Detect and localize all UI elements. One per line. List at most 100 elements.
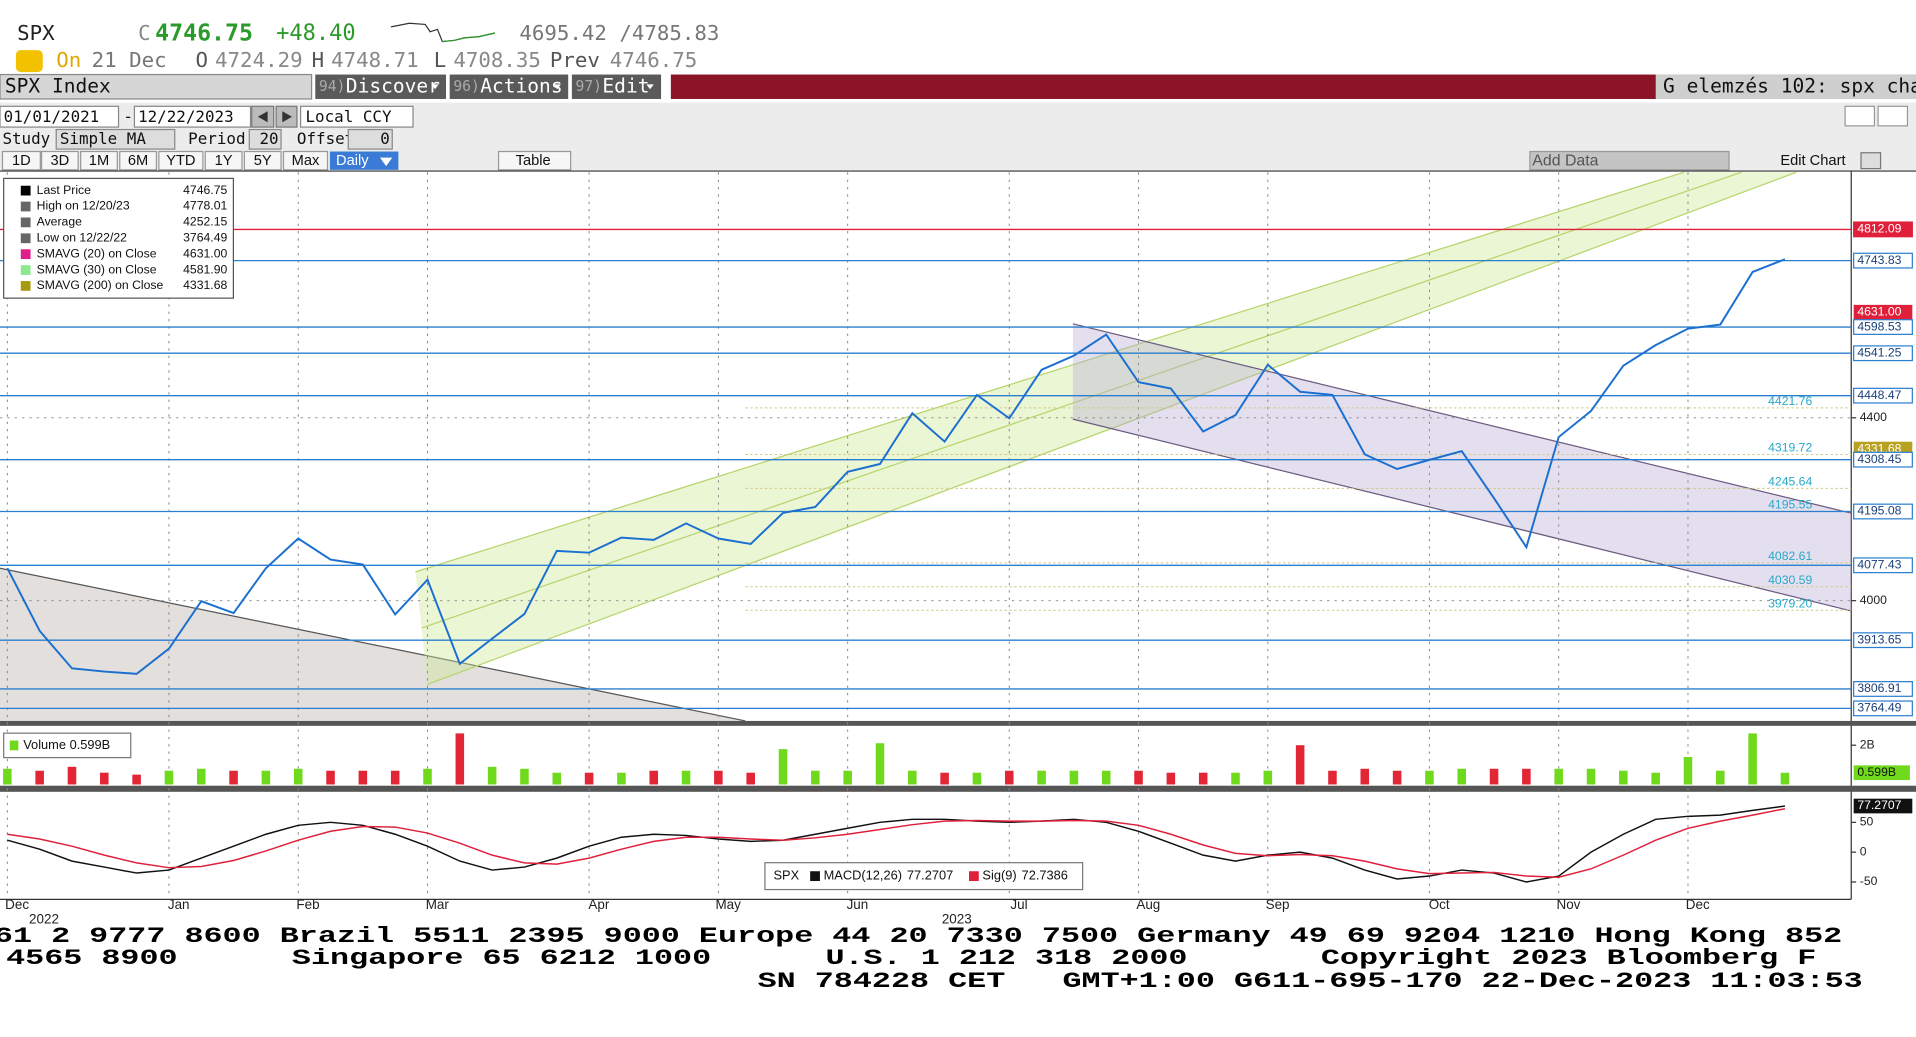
level-tag: [1853, 221, 1913, 238]
year-label: 2022: [29, 912, 59, 927]
volume-bar: [908, 770, 917, 785]
level-label: 4631.00: [1857, 304, 1901, 318]
close-prefix: C: [138, 21, 151, 45]
legend-value: 4581.90: [183, 262, 227, 276]
x-tick-label: Mar: [426, 897, 450, 912]
prev-value: 4746.75: [610, 48, 698, 72]
volume-bar: [1360, 768, 1370, 785]
level-tag: [1853, 557, 1913, 574]
chart-icon[interactable]: [1860, 152, 1882, 170]
level-label: 4743.83: [1857, 253, 1901, 267]
table-button[interactable]: [497, 150, 572, 171]
fib-label: 4421.76: [1768, 394, 1812, 408]
trend-line: [415, 171, 1685, 573]
offset: 0: [380, 129, 390, 148]
page-title: G elemzés 102: spx chart: [1663, 74, 1916, 97]
level-tag: [1853, 304, 1913, 320]
level-label: 4077.43: [1857, 558, 1901, 572]
end-date-box[interactable]: [133, 105, 252, 128]
date: 21 Dec: [92, 48, 167, 72]
level-label: 3913.65: [1857, 632, 1901, 646]
volume-bar: [358, 770, 368, 785]
volume-bar: [132, 774, 141, 785]
range-button[interactable]: [158, 150, 204, 171]
level-tag: [1853, 387, 1913, 404]
price-change: +48.40: [276, 21, 355, 46]
volume-bar: [1101, 770, 1111, 785]
volume-bar: [1780, 772, 1790, 785]
level-tag: [1853, 632, 1913, 649]
legend-label: Low on 12/22/22: [37, 230, 127, 244]
menu-number: 97): [576, 78, 602, 95]
redo-button[interactable]: [1877, 105, 1909, 127]
undo-button[interactable]: [1844, 105, 1876, 127]
add-data-box[interactable]: [1529, 150, 1730, 171]
currency-box[interactable]: [299, 105, 414, 128]
menu-button[interactable]: [315, 74, 447, 99]
volume-bar: [1198, 772, 1208, 785]
volume-bar: [843, 770, 852, 785]
volume-bar: [487, 766, 497, 785]
level-tag: [1853, 503, 1913, 520]
range-button[interactable]: [1, 150, 41, 171]
legend-label: SMAVG (30) on Close: [37, 262, 157, 276]
volume-bar: [164, 770, 174, 785]
y-tick-label: 50: [1860, 815, 1874, 829]
range-button[interactable]: [40, 150, 79, 171]
volume-bar: [1328, 770, 1337, 785]
volume-bar: [1554, 768, 1563, 785]
level-label: 4448.47: [1857, 388, 1901, 402]
range-label: 1Y: [215, 153, 233, 169]
y-tick-label: 4000: [1860, 593, 1887, 607]
level-tag: [1853, 319, 1913, 335]
date-dash: -: [123, 107, 133, 126]
volume-bar: [1166, 772, 1176, 785]
fib-label: 4082.61: [1768, 549, 1812, 563]
range-button[interactable]: [282, 150, 329, 171]
study-box[interactable]: [55, 128, 176, 150]
level-tag: [1853, 681, 1913, 697]
volume-bar: [1586, 768, 1596, 785]
volume-bar: [261, 770, 271, 785]
volume-bar: [1392, 770, 1402, 785]
macd-legend-title: SPX: [773, 868, 799, 883]
charts: Dec Jan Feb Mar Apr May Jun Jul Aug Sep Oct Nov Dec2…: [0, 171, 1913, 994]
add-data: Add Data: [1532, 152, 1598, 169]
menu-label: Discover: [346, 74, 440, 97]
menu-button[interactable]: [449, 74, 569, 99]
range-button[interactable]: [204, 150, 243, 171]
level-label: 4541.25: [1857, 345, 1901, 359]
fib-label: 3979.20: [1768, 596, 1812, 610]
range-button[interactable]: [243, 150, 282, 171]
legend-value: 72.7386: [1022, 868, 1068, 883]
last-tag-label: 0.599B: [1857, 765, 1896, 779]
volume-bar: [1004, 770, 1014, 785]
volume-bar: [875, 743, 885, 785]
period-box[interactable]: [248, 128, 282, 150]
footer-line: 4565 8900 Singapore 65 6212 1000 U.S. 1 …: [6, 946, 1816, 971]
volume-bar: [778, 749, 788, 785]
volume-bar: [1651, 772, 1660, 785]
menu-label: Actions: [480, 74, 562, 97]
level-label: 4812.09: [1857, 222, 1901, 236]
end-date: 12/22/2023: [138, 107, 234, 126]
x-tick-label: Dec: [1686, 897, 1710, 912]
menu-button[interactable]: [571, 74, 662, 99]
frequency-box[interactable]: [329, 151, 399, 170]
page-title-box: [1655, 74, 1916, 99]
security-box[interactable]: [0, 73, 313, 100]
menu-number: 94): [319, 78, 345, 95]
range-button[interactable]: [119, 150, 158, 171]
start-date-box[interactable]: [0, 105, 120, 128]
range-button[interactable]: [80, 150, 118, 171]
alert-icon[interactable]: [15, 50, 43, 73]
macd-legend: SPX MACD(12,26) 77.2707 Sig(9) 72.7386: [764, 862, 1084, 891]
trend-line: [1072, 323, 1852, 514]
volume-bar: [1748, 733, 1757, 785]
high-value: 4748.71: [331, 48, 419, 72]
volume-bar: [423, 768, 432, 785]
fib-label: 4319.72: [1768, 441, 1812, 455]
y-tick-label: 0: [1860, 844, 1867, 858]
offset-box[interactable]: [347, 128, 393, 150]
edit-chart[interactable]: Edit Chart: [1780, 153, 1845, 169]
